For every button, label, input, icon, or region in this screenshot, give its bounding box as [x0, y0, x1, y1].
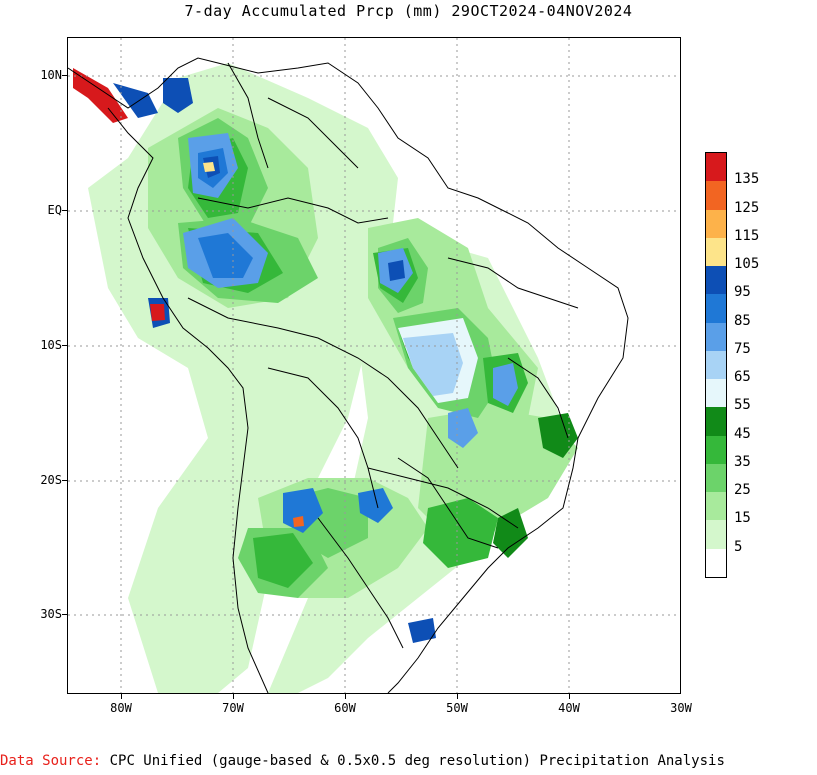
colorbar-segment — [706, 181, 726, 211]
colorbar-segment — [706, 294, 726, 324]
lon-label-70w: 70W — [222, 701, 244, 715]
colorbar-segment — [706, 435, 726, 465]
map-gridlines — [68, 38, 680, 693]
lat-label-10s: 10S — [40, 338, 62, 352]
colorbar-label: 85 — [734, 312, 751, 329]
colorbar-label: 75 — [734, 340, 751, 357]
colorbar-label: 25 — [734, 482, 751, 499]
colorbar-label: 35 — [734, 453, 751, 470]
precip-colorbar — [705, 152, 727, 578]
data-source-text: CPC Unified (gauge-based & 0.5x0.5 deg r… — [101, 753, 725, 769]
lat-label-20s: 20S — [40, 473, 62, 487]
colorbar-segment — [706, 492, 726, 521]
colorbar-label: 15 — [734, 510, 751, 527]
colorbar-segment — [706, 520, 726, 550]
lat-tick — [62, 480, 67, 481]
colorbar-segment — [706, 379, 726, 408]
colorbar-segment — [706, 548, 726, 578]
lat-label-30s: 30S — [40, 607, 62, 621]
lat-tick — [62, 614, 67, 615]
precipitation-map — [67, 37, 681, 694]
colorbar-segment — [706, 463, 726, 493]
lon-tick — [121, 694, 122, 699]
lon-label-30w: 30W — [670, 701, 692, 715]
colorbar-label: 5 — [734, 538, 743, 555]
lon-tick — [233, 694, 234, 699]
colorbar-label: 55 — [734, 397, 751, 414]
lon-tick — [345, 694, 346, 699]
colorbar-label: 115 — [734, 227, 760, 244]
colorbar-label: 45 — [734, 425, 751, 442]
colorbar-segment — [706, 209, 726, 239]
colorbar-label: 125 — [734, 199, 760, 216]
lon-tick — [457, 694, 458, 699]
lat-tick — [62, 210, 67, 211]
lon-label-40w: 40W — [558, 701, 580, 715]
lon-label-60w: 60W — [334, 701, 356, 715]
colorbar-segment — [706, 237, 726, 267]
colorbar-label: 95 — [734, 284, 751, 301]
precip-high-regions — [73, 68, 518, 643]
colorbar-label: 65 — [734, 369, 751, 386]
colorbar-segment — [706, 266, 726, 295]
lat-tick — [62, 75, 67, 76]
colorbar-segment — [706, 350, 726, 380]
colorbar-segment — [706, 322, 726, 352]
colorbar-segment — [706, 153, 726, 182]
lon-tick — [569, 694, 570, 699]
map-title: 7-day Accumulated Prcp (mm) 29OCT2024-04… — [184, 2, 633, 20]
lon-label-50w: 50W — [446, 701, 468, 715]
data-source-label: Data Source: — [0, 753, 102, 769]
lat-label-eq: EQ — [47, 203, 62, 217]
colorbar-label: 135 — [734, 171, 760, 188]
colorbar-label: 105 — [734, 256, 760, 273]
lat-tick — [62, 345, 67, 346]
map-canvas — [68, 38, 680, 693]
colorbar-segment — [706, 407, 726, 437]
data-source-footer: Data Source: CPC Unified (gauge-based & … — [0, 753, 725, 769]
coastlines-borders — [68, 57, 629, 693]
lon-label-80w: 80W — [110, 701, 132, 715]
lat-label-10n: 10N — [40, 68, 62, 82]
